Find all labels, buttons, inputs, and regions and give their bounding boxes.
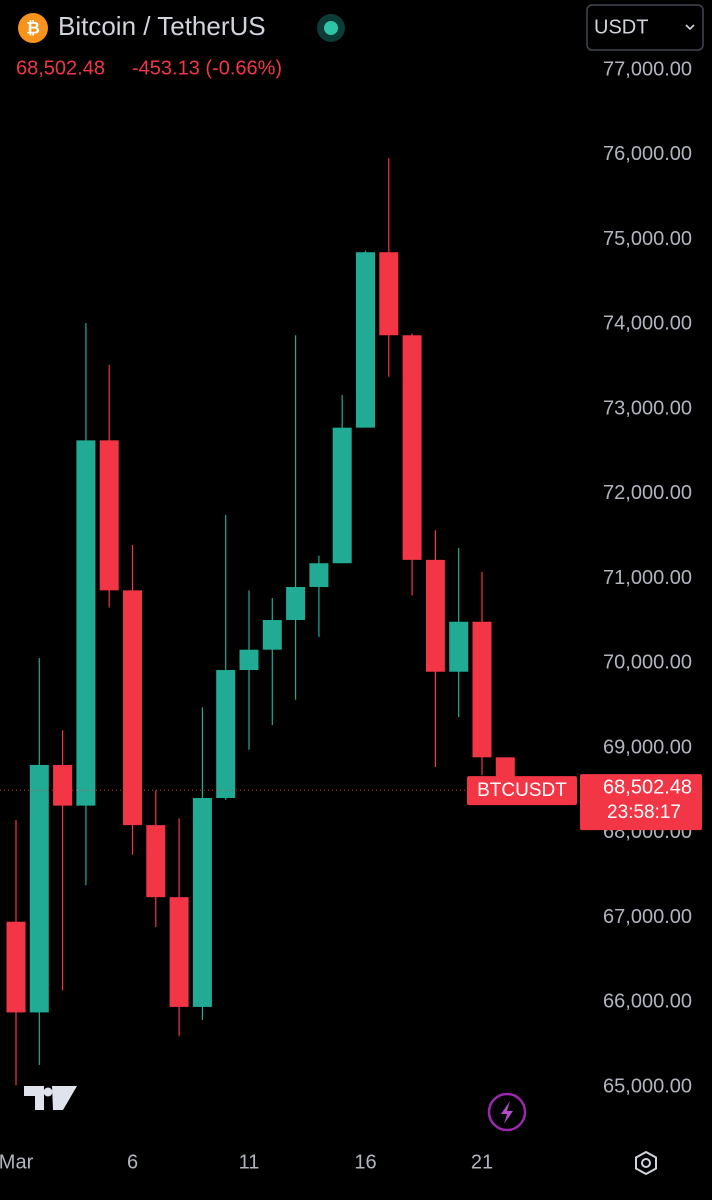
- candle-body: [146, 825, 166, 898]
- y-tick-label: 73,000.00: [603, 397, 692, 419]
- y-tick-label: 76,000.00: [603, 143, 692, 165]
- candle-body: [53, 764, 73, 806]
- candles: [6, 158, 515, 1086]
- y-tick-label: 77,000.00: [603, 58, 692, 80]
- dropdown-arrow: [685, 24, 695, 31]
- x-tick-label: 21: [471, 1151, 493, 1173]
- countdown: 23:58:17: [607, 802, 681, 823]
- candle-body: [449, 621, 469, 672]
- x-tick-label: 11: [239, 1151, 260, 1173]
- candle-body: [309, 563, 329, 587]
- y-tick-label: 69,000.00: [603, 736, 692, 758]
- candle-body: [29, 764, 49, 1013]
- candle-body: [239, 649, 259, 671]
- candle-body: [169, 897, 189, 1007]
- price-tag-label: 68,502.48: [603, 776, 692, 798]
- candle-body: [286, 586, 306, 621]
- candle-body: [379, 252, 399, 336]
- currency-label[interactable]: USDT: [594, 16, 648, 38]
- lightning-button[interactable]: [487, 1092, 527, 1132]
- settings-button[interactable]: [635, 1150, 657, 1176]
- y-tick-label: 70,000.00: [603, 652, 692, 674]
- y-tick-label: 67,000.00: [603, 906, 692, 928]
- candle-body: [123, 590, 142, 826]
- candle-body: [356, 252, 375, 428]
- price-change: -453.13 (-0.66%): [132, 57, 282, 79]
- candle-body: [216, 670, 236, 799]
- currency-select[interactable]: [586, 4, 704, 51]
- y-tick-label: 75,000.00: [603, 228, 692, 250]
- chart-title: Bitcoin / TetherUS: [58, 11, 266, 41]
- lightning-icon: [501, 1101, 513, 1124]
- symbol-label: BTCUSDT: [477, 780, 567, 801]
- x-tick-label: 16: [354, 1151, 376, 1173]
- candle-body: [262, 620, 282, 650]
- candle-body: [402, 335, 422, 560]
- candle-body: [99, 440, 119, 591]
- price: 68,502.48: [16, 57, 105, 79]
- y-tick-label: 71,000.00: [603, 567, 692, 589]
- status-dot: [324, 21, 338, 35]
- candle-body: [332, 427, 352, 564]
- y-tick-label: 74,000.00: [603, 313, 692, 335]
- y-tick-label: 65,000.00: [603, 1075, 692, 1097]
- candle-body: [76, 440, 96, 806]
- symbol-tag: [467, 776, 577, 806]
- logo-dot: [43, 1087, 53, 1097]
- y-tick-label: 66,000.00: [603, 991, 692, 1013]
- coin-icon-glyph: ₿: [26, 18, 40, 37]
- candle-body: [472, 621, 492, 758]
- x-tick-label: 6: [127, 1151, 138, 1173]
- price-tag: [580, 774, 702, 831]
- candle-body: [6, 921, 26, 1013]
- settings-icon: [641, 1158, 651, 1168]
- candle-body: [425, 559, 445, 672]
- y-tick-label: 72,000.00: [603, 482, 692, 504]
- coin-icon: [18, 13, 48, 43]
- candle-body: [192, 798, 212, 1007]
- x-tick-label: Mar: [0, 1151, 34, 1173]
- logo: [24, 1086, 77, 1110]
